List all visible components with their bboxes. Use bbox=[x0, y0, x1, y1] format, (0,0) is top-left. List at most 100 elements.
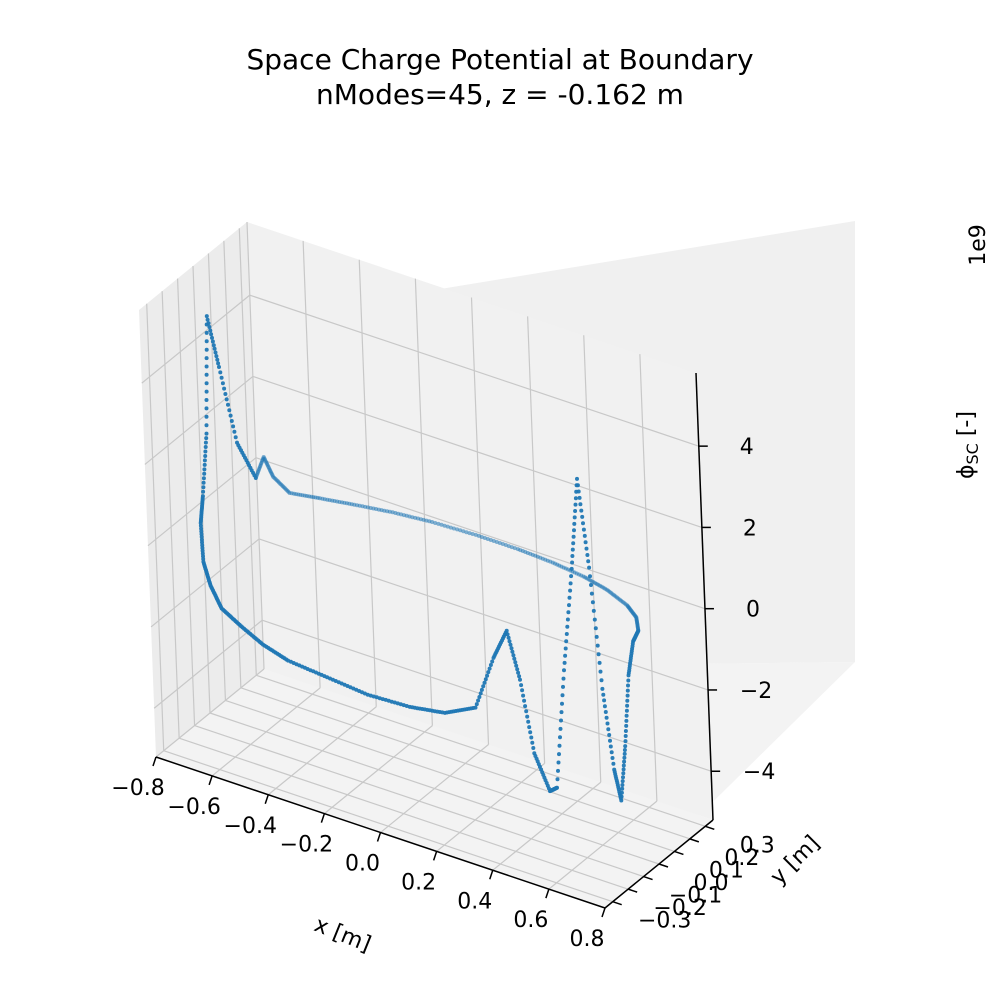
data-point bbox=[594, 634, 599, 639]
data-point bbox=[202, 462, 207, 467]
data-point bbox=[608, 744, 613, 749]
x-tick-label: 0.0 bbox=[345, 852, 380, 877]
data-point bbox=[531, 746, 536, 750]
data-point bbox=[529, 735, 534, 740]
data-point bbox=[558, 726, 563, 731]
grid-layer bbox=[139, 221, 714, 909]
chart-title: Space Charge Potential at Boundary bbox=[246, 43, 753, 76]
data-point bbox=[573, 509, 578, 513]
data-point bbox=[526, 719, 531, 724]
data-point bbox=[625, 693, 630, 698]
data-point bbox=[204, 322, 209, 327]
data-point bbox=[589, 591, 594, 596]
data-point bbox=[569, 574, 574, 579]
data-point bbox=[527, 725, 532, 730]
data-point bbox=[602, 704, 607, 709]
data-point bbox=[581, 521, 585, 526]
data-point bbox=[219, 375, 224, 380]
y-tick-4 bbox=[674, 850, 684, 856]
data-point bbox=[567, 595, 572, 600]
x-tick-label: −0.2 bbox=[280, 833, 333, 858]
data-point bbox=[374, 695, 379, 700]
data-point bbox=[510, 649, 515, 654]
data-point bbox=[517, 674, 522, 679]
data-point bbox=[567, 603, 571, 608]
x-gridline-back-0 bbox=[246, 221, 265, 670]
data-point bbox=[482, 680, 487, 685]
data-point bbox=[220, 381, 225, 386]
data-point bbox=[377, 696, 382, 701]
data-point bbox=[601, 692, 606, 697]
data-point bbox=[507, 639, 512, 644]
data-point bbox=[593, 626, 598, 631]
z-multiplier: 1e9 bbox=[966, 224, 991, 266]
data-point bbox=[217, 365, 221, 369]
data-point bbox=[577, 495, 582, 500]
data-point bbox=[622, 755, 627, 760]
data-point bbox=[572, 515, 577, 520]
z-gridline-back-3 bbox=[252, 375, 703, 528]
data-point bbox=[525, 714, 530, 719]
data-point bbox=[595, 643, 600, 648]
data-point bbox=[620, 783, 625, 787]
x-tick-label: −0.6 bbox=[167, 795, 220, 820]
data-point bbox=[571, 534, 576, 539]
data-point bbox=[473, 705, 478, 710]
z-axis-label-phi: ϕ bbox=[954, 464, 979, 479]
data-points bbox=[198, 314, 641, 803]
x-tick-6 bbox=[489, 870, 494, 880]
data-point bbox=[619, 790, 624, 795]
data-point bbox=[204, 372, 209, 377]
data-point bbox=[204, 436, 209, 441]
data-point bbox=[506, 544, 511, 549]
data-point bbox=[556, 768, 560, 773]
data-point bbox=[433, 521, 438, 525]
data-point bbox=[619, 794, 624, 799]
data-point bbox=[368, 693, 373, 698]
data-point bbox=[528, 730, 533, 735]
data-point bbox=[621, 767, 626, 772]
data-point bbox=[204, 330, 209, 335]
data-point bbox=[560, 701, 564, 706]
data-point bbox=[476, 698, 481, 703]
data-point bbox=[516, 670, 521, 675]
data-point bbox=[586, 559, 591, 564]
z-axis-label: ϕSC [-] bbox=[954, 411, 982, 479]
x-gridline-back-6 bbox=[583, 335, 602, 783]
y-gridline-floor-1 bbox=[178, 737, 629, 890]
y-gridline-floor-6 bbox=[256, 674, 706, 827]
data-point bbox=[623, 734, 628, 738]
y-tick-label: −0.2 bbox=[653, 896, 706, 921]
data-point bbox=[201, 476, 206, 481]
data-point bbox=[215, 357, 220, 362]
y-gridline-side-2 bbox=[176, 278, 196, 726]
data-point bbox=[559, 718, 563, 723]
data-point bbox=[579, 508, 584, 513]
z-tick-label: −2 bbox=[740, 679, 772, 704]
data-point bbox=[519, 683, 524, 688]
data-point bbox=[436, 521, 441, 526]
data-point bbox=[401, 703, 406, 708]
data-point bbox=[218, 370, 223, 375]
data-point bbox=[571, 541, 576, 546]
data-point bbox=[228, 413, 233, 418]
data-point bbox=[448, 525, 453, 530]
data-point bbox=[561, 676, 566, 681]
data-point bbox=[490, 659, 495, 664]
data-point bbox=[202, 458, 207, 463]
data-point bbox=[602, 698, 607, 703]
data-point bbox=[530, 740, 535, 745]
data-point bbox=[222, 386, 227, 391]
x-gridline-back-2 bbox=[358, 259, 377, 707]
x-tick-0 bbox=[152, 756, 157, 767]
data-point bbox=[605, 721, 610, 726]
data-point bbox=[555, 777, 560, 782]
z-axis-line bbox=[695, 372, 714, 821]
data-point bbox=[451, 526, 456, 531]
data-point bbox=[561, 684, 565, 689]
data-point bbox=[213, 350, 218, 355]
data-point bbox=[204, 431, 209, 436]
data-point bbox=[520, 688, 525, 693]
data-point bbox=[202, 471, 207, 476]
